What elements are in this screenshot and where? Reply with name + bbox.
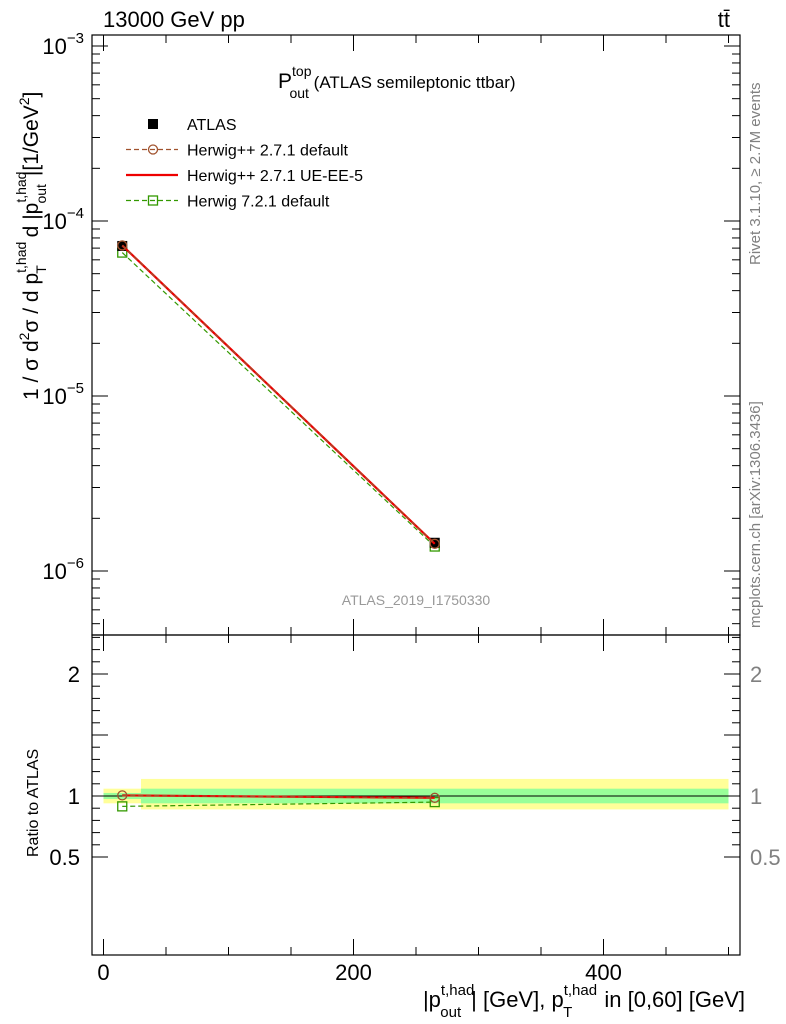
energy-label: 13000 GeV pp [103,7,245,32]
main-y-tick-label: 10−3 [42,30,84,59]
legend-label-herwig721_default: Herwig 7.2.1 default [187,194,330,211]
series-point-herwig271_default [429,538,440,549]
series-point-herwig271_default [117,790,128,801]
main-y-tick-label: 10−5 [42,380,84,409]
analysis-watermark: ATLAS_2019_I1750330 [342,592,491,608]
main-y-axis-label: 1 / σ d2σ / d pt,had T d |pt,had out|[1/Ge… [13,92,49,400]
plot-title-sub: out [289,85,309,101]
series-point-herwig721_default [117,801,128,812]
main-y-tick-label: 10−6 [42,555,84,584]
ratio-y-tick-label: 2 [68,662,80,687]
series-point-herwig271_default [429,792,440,803]
main-axis-ticks: 10−3 10−4 10−5 10−6 [42,30,740,635]
mcplots-label: mcplots.cern.ch [arXiv:1306.3436] [747,401,764,628]
legend: ATLAS Herwig++ 2.7.1 default Herwig++ 2.7.… [126,117,363,211]
legend-marker-herwig721_default [147,195,159,206]
x-tick-label: 200 [335,960,372,985]
series-line-herwig271_default [122,794,435,799]
ratio-series-layer [117,790,440,812]
series-line-herwig271_default [121,245,436,545]
ratio-y-tick-label: 0.5 [49,845,80,870]
legend-marker-atlas [148,119,158,129]
ratio-y-tick-label-right: 2 [750,662,762,687]
plot-title-main: P [278,70,292,93]
series-line-herwig721_default [121,252,436,547]
rivet-version-label: Rivet 3.1.10, ≥ 2.7M events [747,83,764,266]
plot-title-rest: (ATLAS semileptonic ttbar) [309,73,516,92]
x-axis-label: |pt,had out| [GeV], pt,had T in [0,60] [Ge… [423,982,745,1021]
ratio-y-tick-label-right: 1 [750,784,762,809]
main-y-tick-label: 10−4 [42,205,84,234]
main-series-layer [117,240,440,552]
process-label: tt̄ [718,7,730,32]
plot-title-sup: top [292,63,312,79]
ratio-axis-ticks: 0.5 0.5 1 1 2 2 0 200 400 [49,635,781,985]
ratio-y-axis-label: Ratio to ATLAS [25,749,42,857]
legend-label-atlas: ATLAS [187,117,237,134]
legend-label-herwig271_default: Herwig++ 2.7.1 default [187,143,349,160]
series-point-herwig271_default [117,240,128,251]
x-tick-label: 400 [585,960,622,985]
ratio-y-tick-label-right: 0.5 [750,845,781,870]
series-line-herwig721_default [122,801,435,807]
legend-marker-herwig271_default [147,144,159,155]
x-tick-label: 0 [97,960,109,985]
ratio-y-tick-label: 1 [68,784,80,809]
legend-label-herwig271_ueee5: Herwig++ 2.7.1 UE-EE-5 [187,168,363,185]
plot-title: Ptop out (ATLAS semileptonic ttbar) [278,63,516,101]
